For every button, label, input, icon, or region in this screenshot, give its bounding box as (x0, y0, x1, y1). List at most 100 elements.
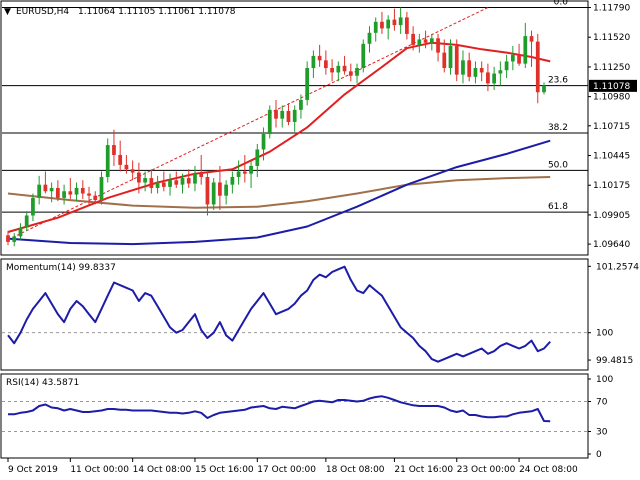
candle-body (242, 171, 247, 174)
candle-body (510, 54, 515, 62)
fib-level-label: 0.0 (554, 0, 569, 8)
candle-body (261, 134, 266, 150)
candle-body (218, 182, 222, 196)
chart-header-ohlc: 1.11064 1.11105 1.11061 1.11078 (78, 7, 236, 17)
fib-level-label: 50.0 (548, 160, 568, 170)
osc-tick-label: 100 (596, 329, 613, 339)
candle-body (249, 165, 253, 174)
momentum-line (7, 265, 551, 363)
candle-body (31, 197, 35, 216)
candle-body (6, 235, 10, 242)
candle-body (380, 21, 384, 29)
candle-body (442, 52, 447, 69)
candle-body (429, 38, 434, 43)
candle-body (542, 85, 546, 93)
candle-body (448, 46, 453, 69)
candle-body (168, 180, 172, 187)
candle-body (461, 60, 465, 75)
price-tick-label: 1.10445 (593, 152, 630, 162)
candle-body (305, 68, 310, 100)
time-tick-label: 14 Oct 08:00 (133, 465, 192, 475)
time-tick-label: 18 Oct 08:00 (326, 465, 385, 475)
candle-body (124, 164, 129, 170)
candle-body (55, 187, 60, 198)
candle-body (224, 184, 229, 196)
candles-layer (6, 7, 546, 247)
candle-body (37, 184, 42, 198)
momentum-layer: 101.2574 100 99.4815 (2, 262, 639, 366)
fib-level-label: 61.8 (548, 202, 568, 212)
candle-body (330, 68, 334, 73)
time-tick-label: 21 Oct 16:00 (394, 465, 453, 475)
price-axis: 1.11790 1.11520 1.11250 1.10980 1.10715 1.104… (588, 4, 637, 250)
candle-body (87, 193, 91, 196)
osc-tick-label: 70 (596, 398, 608, 408)
candle-body (367, 32, 372, 44)
candle-body (205, 176, 210, 205)
candle-body (274, 109, 278, 119)
rsi-layer: 100 70 30 0 (2, 375, 613, 460)
moving-averages-layer (7, 41, 551, 246)
current-price-label: 1.11078 (593, 82, 630, 92)
candle-body (323, 60, 328, 69)
fib-level-label: 23.6 (548, 76, 568, 86)
candle-body (317, 55, 322, 61)
candle-body (486, 72, 490, 84)
candle-body (479, 68, 484, 73)
candle-body (411, 33, 415, 45)
candle-body (143, 178, 147, 183)
osc-tick-label: 30 (596, 428, 608, 438)
price-tick-label: 1.09905 (593, 211, 630, 221)
time-tick-label: 23 Oct 00:00 (457, 465, 516, 475)
candle-body (436, 38, 440, 53)
candle-body (498, 70, 503, 74)
chart-header-symbol: EURUSD,H4 (16, 7, 69, 17)
price-tick-label: 1.10175 (593, 181, 630, 191)
candle-body (186, 178, 191, 184)
candle-body (467, 60, 472, 77)
candle-body (12, 236, 17, 242)
candle-body (405, 17, 409, 34)
price-tick-label: 1.11790 (593, 4, 630, 14)
candle-body (105, 145, 110, 177)
candle-body (24, 215, 29, 228)
osc-tick-label: 99.4815 (596, 356, 633, 366)
candle-body (149, 178, 154, 188)
candle-body (99, 176, 104, 201)
candle-body (18, 227, 23, 237)
fib-level-label: 38.2 (548, 123, 568, 133)
candle-body (492, 73, 497, 84)
momentum-title: Momentum(14) 99.8337 (6, 263, 116, 273)
candle-body (454, 46, 459, 75)
candle-body (193, 173, 197, 184)
candle-body (49, 187, 54, 192)
trendline (7, 7, 489, 241)
candle-body (43, 184, 48, 192)
candle-body (93, 195, 98, 201)
candle-body (417, 39, 422, 45)
candle-body (348, 71, 353, 76)
collapse-triangle-icon[interactable]: ▼ (4, 7, 11, 17)
price-tick-label: 1.09640 (593, 240, 630, 250)
osc-tick-label: 0 (596, 450, 602, 460)
osc-tick-label: 100 (596, 375, 613, 385)
candle-body (236, 171, 241, 177)
candle-body (342, 65, 347, 72)
candle-body (336, 65, 341, 73)
price-tick-label: 1.11520 (593, 33, 630, 43)
candle-body (267, 109, 272, 135)
rsi-title: RSI(14) 43.5871 (6, 378, 79, 388)
price-tick-label: 1.10715 (593, 122, 630, 132)
candle-body (280, 110, 285, 119)
candle-body (423, 39, 428, 43)
candle-body (199, 173, 204, 177)
price-tick-label: 1.10980 (593, 93, 630, 103)
candle-body (62, 191, 66, 198)
candle-body (286, 110, 291, 122)
candle-body (299, 99, 303, 110)
fibonacci-layer: 0.0 23.6 38.2 50.0 61.8 (2, 0, 588, 213)
candle-body (174, 180, 179, 185)
time-tick-label: 9 Oct 2019 (8, 465, 58, 475)
candle-body (155, 182, 160, 188)
